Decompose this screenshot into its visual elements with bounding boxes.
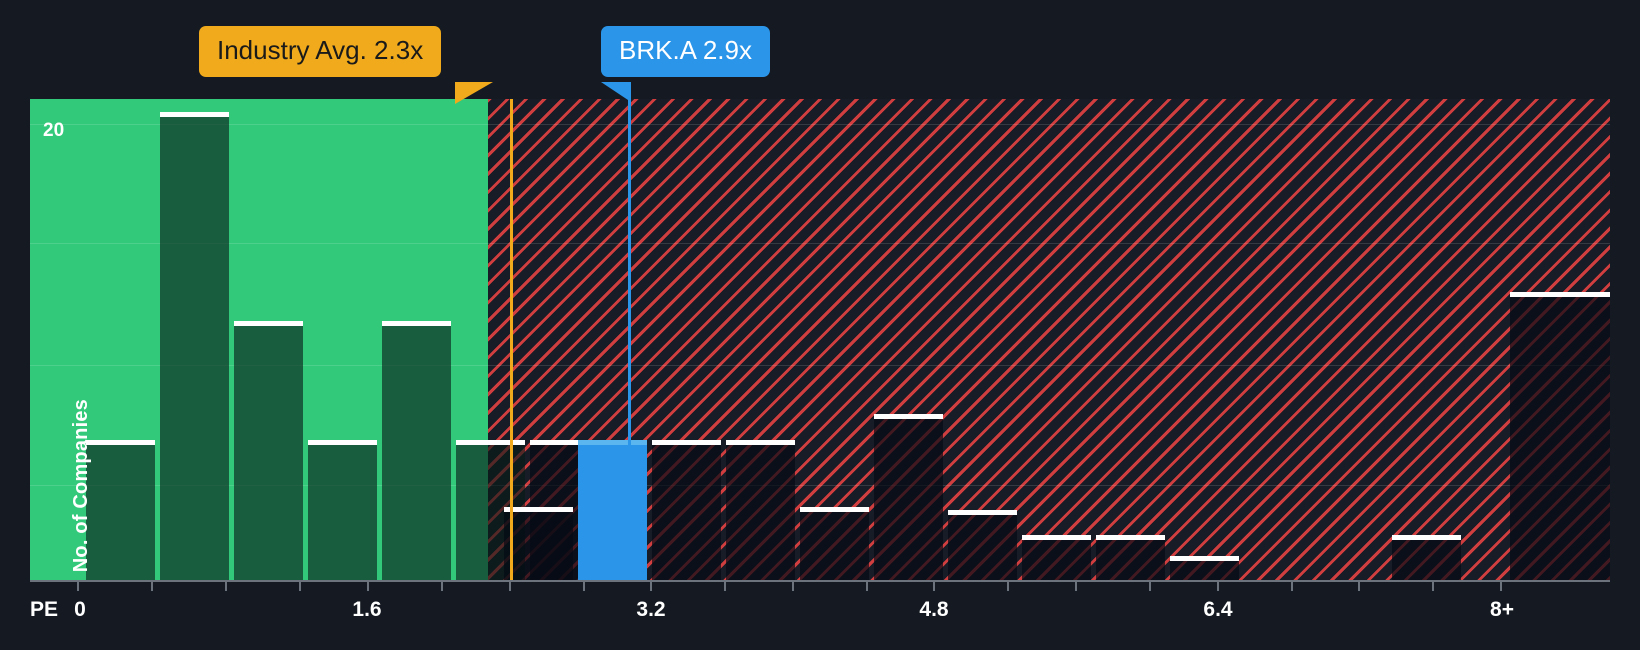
plot-area: No. of Companies — [30, 99, 1610, 580]
y-tick-label-20: 20 — [43, 120, 65, 141]
bar-cap — [1170, 556, 1239, 561]
x-axis-line — [30, 580, 1610, 582]
region-expensive — [488, 99, 1610, 580]
x-axis-title: PE — [30, 598, 59, 621]
bar-16[interactable] — [1170, 556, 1239, 580]
x-tick-label-2: 3.2 — [636, 598, 666, 621]
x-tick — [1007, 582, 1009, 591]
y-axis-title: No. of Companies — [70, 398, 92, 572]
bar-22[interactable] — [1510, 292, 1610, 580]
bar-cap — [530, 440, 599, 445]
bar-cap — [234, 321, 303, 326]
bar-cap — [86, 440, 155, 445]
x-tick — [1358, 582, 1360, 591]
x-tick — [509, 582, 511, 591]
x-tick-label-3: 4.8 — [919, 598, 949, 621]
bar-1[interactable] — [160, 112, 229, 580]
x-tick-label-5: 8+ — [1490, 598, 1514, 621]
bar-cap — [504, 507, 573, 512]
bar-11[interactable] — [800, 507, 869, 580]
x-tick-label-4: 6.4 — [1203, 598, 1233, 621]
callout-brka-tail — [601, 82, 631, 102]
bar-cap — [160, 112, 229, 117]
x-tick — [1075, 582, 1077, 591]
callout-brka[interactable]: BRK.A 2.9x — [601, 26, 770, 78]
x-tick — [367, 582, 369, 591]
bar-12[interactable] — [874, 414, 943, 580]
x-tick — [792, 582, 794, 591]
x-tick — [1217, 582, 1219, 591]
bar-15[interactable] — [1096, 535, 1165, 580]
bar-cap — [456, 440, 525, 445]
bar-4[interactable] — [382, 321, 451, 580]
x-tick — [933, 582, 935, 591]
bar-20[interactable] — [1392, 535, 1461, 580]
industry-average-line — [510, 99, 513, 580]
bar-0[interactable] — [86, 440, 155, 580]
x-tick — [650, 582, 652, 591]
x-tick-label-1: 1.6 — [352, 598, 382, 621]
bar-cap — [1392, 535, 1461, 540]
x-tick — [1149, 582, 1151, 591]
x-tick — [299, 582, 301, 591]
bar-cap — [800, 507, 869, 512]
gridline-10 — [30, 365, 1610, 366]
bar-cap — [1510, 292, 1610, 297]
bar-cap — [382, 321, 451, 326]
callout-industry-average-tail — [455, 82, 493, 104]
bar-10[interactable] — [726, 440, 795, 580]
bar-3[interactable] — [308, 440, 377, 580]
bar-cap — [308, 440, 377, 445]
bar-cap — [1096, 535, 1165, 540]
bar-2[interactable] — [234, 321, 303, 580]
x-axis-labels: 0 1.6 3.2 4.8 6.4 8+ — [0, 598, 1640, 638]
brka-marker-line — [628, 99, 631, 580]
bar-cap — [874, 414, 943, 419]
x-tick — [441, 582, 443, 591]
x-tick — [724, 582, 726, 591]
bar-cap — [1022, 535, 1091, 540]
bar-14[interactable] — [1022, 535, 1091, 580]
x-tick — [1500, 582, 1502, 591]
bar-13[interactable] — [948, 510, 1017, 580]
x-tick-label-0: 0 — [74, 598, 86, 621]
bar-7[interactable] — [504, 507, 573, 580]
gridline-5 — [30, 485, 1610, 486]
x-tick — [583, 582, 585, 591]
x-tick — [866, 582, 868, 591]
x-tick — [1432, 582, 1434, 591]
gridline-20 — [30, 124, 1610, 125]
x-tick — [1291, 582, 1293, 591]
x-tick — [77, 582, 79, 591]
x-tick — [151, 582, 153, 591]
bar-cap — [578, 440, 647, 445]
gridline-15 — [30, 243, 1610, 244]
bar-8-highlight[interactable] — [578, 440, 647, 580]
bar-cap — [948, 510, 1017, 515]
x-tick — [225, 582, 227, 591]
bar-9[interactable] — [652, 440, 721, 580]
bar-series — [30, 99, 1610, 580]
callout-industry-average[interactable]: Industry Avg. 2.3x — [199, 26, 442, 78]
bar-cap — [726, 440, 795, 445]
bar-cap — [652, 440, 721, 445]
